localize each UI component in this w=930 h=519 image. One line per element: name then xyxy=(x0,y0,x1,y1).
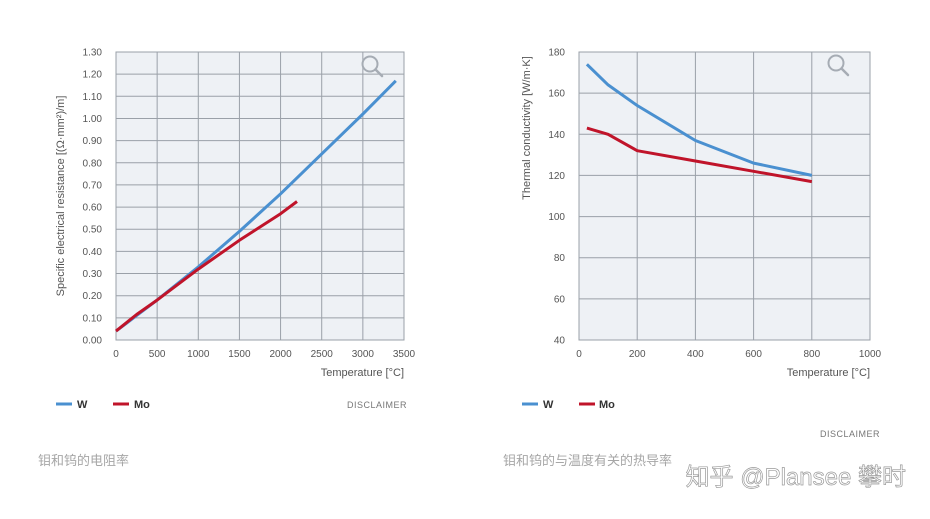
legend-label-w: W xyxy=(77,399,88,411)
y-tick-label: 0.80 xyxy=(83,158,103,169)
conductivity-grid xyxy=(579,52,870,340)
y-tick-label: 1.00 xyxy=(83,114,103,125)
x-tick-label: 1500 xyxy=(228,349,251,360)
y-tick-label: 0.10 xyxy=(83,313,103,324)
series-line-w xyxy=(585,63,813,177)
y-tick-label: 40 xyxy=(554,336,566,347)
y-tick-label: 0.60 xyxy=(83,203,103,214)
y-tick-label: 0.20 xyxy=(83,291,103,302)
disclaimer-link[interactable]: DISCLAIMER xyxy=(347,400,407,410)
resistance-chart: 0.00 0.10 0.20 0.30 0.40 0.50 0.60 0.70 0.80 0.90… xyxy=(38,48,416,469)
watermark: 知乎 @Plansee 攀时 xyxy=(686,464,906,491)
x-tick-label: 500 xyxy=(149,349,166,360)
x-tick-label: 3500 xyxy=(393,349,416,360)
resistance-y-ticks: 0.00 0.10 0.20 0.30 0.40 0.50 0.60 0.70 0.80 0.90… xyxy=(83,48,103,347)
x-tick-label: 3000 xyxy=(352,349,375,360)
y-tick-label: 0.00 xyxy=(83,336,103,347)
series-line-mo xyxy=(586,126,813,184)
resistance-caption: 钼和钨的电阻率 xyxy=(38,453,129,468)
y-tick-label: 120 xyxy=(548,171,565,182)
disclaimer-link[interactable]: DISCLAIMER xyxy=(820,429,880,439)
legend-label-w: W xyxy=(543,399,554,411)
x-tick-label: 2000 xyxy=(269,349,292,360)
conductivity-x-axis-label: Temperature [°C] xyxy=(787,367,870,379)
zoom-icon[interactable] xyxy=(361,55,384,78)
x-tick-label: 800 xyxy=(803,349,820,360)
resistance-grid xyxy=(116,52,404,340)
conductivity-y-ticks: 40 60 80 100 120 140 160 180 xyxy=(548,48,565,347)
y-tick-label: 1.20 xyxy=(83,70,103,81)
y-tick-label: 1.30 xyxy=(83,48,103,59)
x-tick-label: 400 xyxy=(687,349,704,360)
y-tick-label: 160 xyxy=(548,89,565,100)
y-tick-label: 1.10 xyxy=(83,92,103,103)
x-tick-label: 0 xyxy=(576,349,582,360)
resistance-x-axis-label: Temperature [°C] xyxy=(321,367,404,379)
x-tick-label: 0 xyxy=(113,349,119,360)
legend-label-mo: Mo xyxy=(134,399,150,411)
resistance-x-ticks: 0 500 1000 1500 2000 2500 3000 3500 xyxy=(113,349,415,360)
conductivity-caption: 钼和钨的与温度有关的热导率 xyxy=(503,453,672,468)
y-tick-label: 140 xyxy=(548,130,565,141)
y-tick-label: 0.70 xyxy=(83,180,103,191)
y-tick-label: 0.40 xyxy=(83,247,103,258)
conductivity-legend: W Mo xyxy=(522,399,615,411)
conductivity-series xyxy=(585,63,813,184)
x-tick-label: 1000 xyxy=(859,349,882,360)
y-tick-label: 60 xyxy=(554,294,566,305)
zoom-icon[interactable] xyxy=(827,54,850,77)
y-tick-label: 180 xyxy=(548,48,565,59)
x-tick-label: 600 xyxy=(745,349,762,360)
resistance-y-axis-label: Specific electrical resistance [(Ω·mm²)/… xyxy=(55,96,67,297)
conductivity-x-ticks: 0 200 400 600 800 1000 xyxy=(576,349,881,360)
legend-label-mo: Mo xyxy=(599,399,615,411)
series-line-mo xyxy=(115,200,298,333)
y-tick-label: 0.30 xyxy=(83,269,103,280)
y-tick-label: 0.50 xyxy=(83,225,103,236)
y-tick-label: 80 xyxy=(554,253,566,264)
conductivity-y-axis-label: Thermal conductivity [W/m·K] xyxy=(521,56,533,200)
resistance-series xyxy=(115,79,397,333)
resistance-legend: W Mo xyxy=(56,399,150,411)
x-tick-label: 200 xyxy=(629,349,646,360)
x-tick-label: 1000 xyxy=(187,349,210,360)
y-tick-label: 0.90 xyxy=(83,136,103,147)
resistance-plot-area xyxy=(115,51,405,341)
x-tick-label: 2500 xyxy=(311,349,334,360)
y-tick-label: 100 xyxy=(548,212,565,223)
